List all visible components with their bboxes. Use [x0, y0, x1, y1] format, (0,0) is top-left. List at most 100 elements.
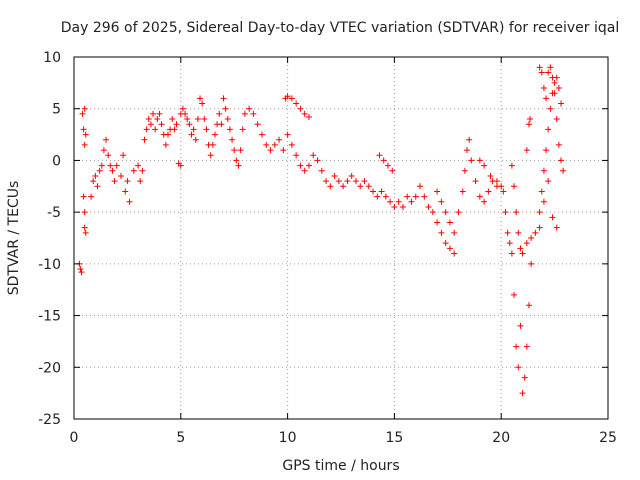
- y-tick-label: 0: [52, 153, 61, 169]
- data-point: [79, 110, 86, 117]
- data-point: [80, 193, 87, 200]
- y-tick-label: -20: [38, 360, 61, 376]
- data-point: [120, 152, 127, 159]
- data-point: [188, 131, 195, 138]
- data-point: [293, 100, 300, 107]
- data-point: [348, 172, 355, 179]
- data-point: [551, 79, 558, 86]
- data-point: [284, 93, 291, 100]
- data-point: [399, 203, 406, 210]
- data-point: [528, 260, 535, 267]
- data-point: [384, 162, 391, 169]
- data-point: [464, 147, 471, 154]
- data-point: [250, 110, 257, 117]
- data-point: [190, 126, 197, 133]
- data-point: [387, 198, 394, 205]
- y-tick-label: 5: [52, 102, 61, 118]
- data-point: [434, 188, 441, 195]
- data-point: [222, 105, 229, 112]
- data-point: [288, 141, 295, 148]
- x-tick-label: 10: [279, 430, 297, 446]
- data-point: [476, 157, 483, 164]
- y-tick-label: -10: [38, 257, 61, 273]
- data-point: [538, 69, 545, 76]
- data-point: [558, 157, 565, 164]
- data-point: [233, 157, 240, 164]
- data-point: [429, 209, 436, 216]
- data-point: [90, 178, 97, 185]
- data-point: [340, 183, 347, 190]
- data-point: [100, 147, 107, 154]
- gridlines: [74, 57, 608, 419]
- data-point: [143, 126, 150, 133]
- data-point: [560, 167, 567, 174]
- data-point: [96, 167, 103, 174]
- x-tick-label: 25: [599, 430, 617, 446]
- data-point: [434, 219, 441, 226]
- data-point: [543, 95, 550, 102]
- data-point: [481, 198, 488, 205]
- data-point: [88, 193, 95, 200]
- data-point: [446, 245, 453, 252]
- data-point: [94, 183, 101, 190]
- x-tick-label: 15: [385, 430, 403, 446]
- x-tick-label: 20: [492, 430, 510, 446]
- data-point: [323, 178, 330, 185]
- data-point: [519, 390, 526, 397]
- data-point: [549, 74, 556, 81]
- data-point: [555, 85, 562, 92]
- data-point: [549, 214, 556, 221]
- data-point: [502, 209, 509, 216]
- data-point: [177, 162, 184, 169]
- data-point: [417, 183, 424, 190]
- data-point: [536, 64, 543, 71]
- data-point: [98, 162, 105, 169]
- data-point: [124, 178, 131, 185]
- data-point: [226, 126, 233, 133]
- data-markers: [76, 64, 567, 397]
- axis-ticks: 0 5 10 15 20 25 -25 -20 -15 -10 -5 0 5 10: [38, 50, 617, 446]
- data-point: [551, 90, 558, 97]
- data-point: [378, 188, 385, 195]
- data-point: [540, 167, 547, 174]
- data-point: [487, 172, 494, 179]
- data-point: [310, 152, 317, 159]
- data-point: [179, 105, 186, 112]
- data-point: [504, 229, 511, 236]
- data-point: [442, 240, 449, 247]
- data-point: [519, 250, 526, 257]
- data-point: [481, 162, 488, 169]
- data-point: [513, 209, 520, 216]
- data-point: [207, 152, 214, 159]
- data-point: [218, 121, 225, 128]
- data-point: [468, 157, 475, 164]
- data-point: [82, 131, 89, 138]
- data-point: [164, 131, 171, 138]
- data-point: [511, 183, 518, 190]
- data-point: [361, 178, 368, 185]
- data-point: [500, 188, 507, 195]
- data-point: [301, 110, 308, 117]
- data-point: [331, 172, 338, 179]
- data-point: [203, 126, 210, 133]
- data-point: [532, 229, 539, 236]
- data-point: [335, 178, 342, 185]
- data-point: [547, 64, 554, 71]
- data-point: [545, 178, 552, 185]
- data-point: [254, 121, 261, 128]
- data-point: [156, 110, 163, 117]
- data-point: [553, 224, 560, 231]
- data-point: [412, 193, 419, 200]
- data-point: [192, 136, 199, 143]
- data-point: [135, 162, 142, 169]
- data-point: [271, 141, 278, 148]
- data-point: [105, 152, 112, 159]
- data-point: [547, 105, 554, 112]
- data-point: [391, 203, 398, 210]
- data-point: [523, 240, 530, 247]
- data-point: [184, 116, 191, 123]
- data-point: [376, 152, 383, 159]
- data-point: [374, 193, 381, 200]
- y-tick-label: -25: [38, 412, 61, 428]
